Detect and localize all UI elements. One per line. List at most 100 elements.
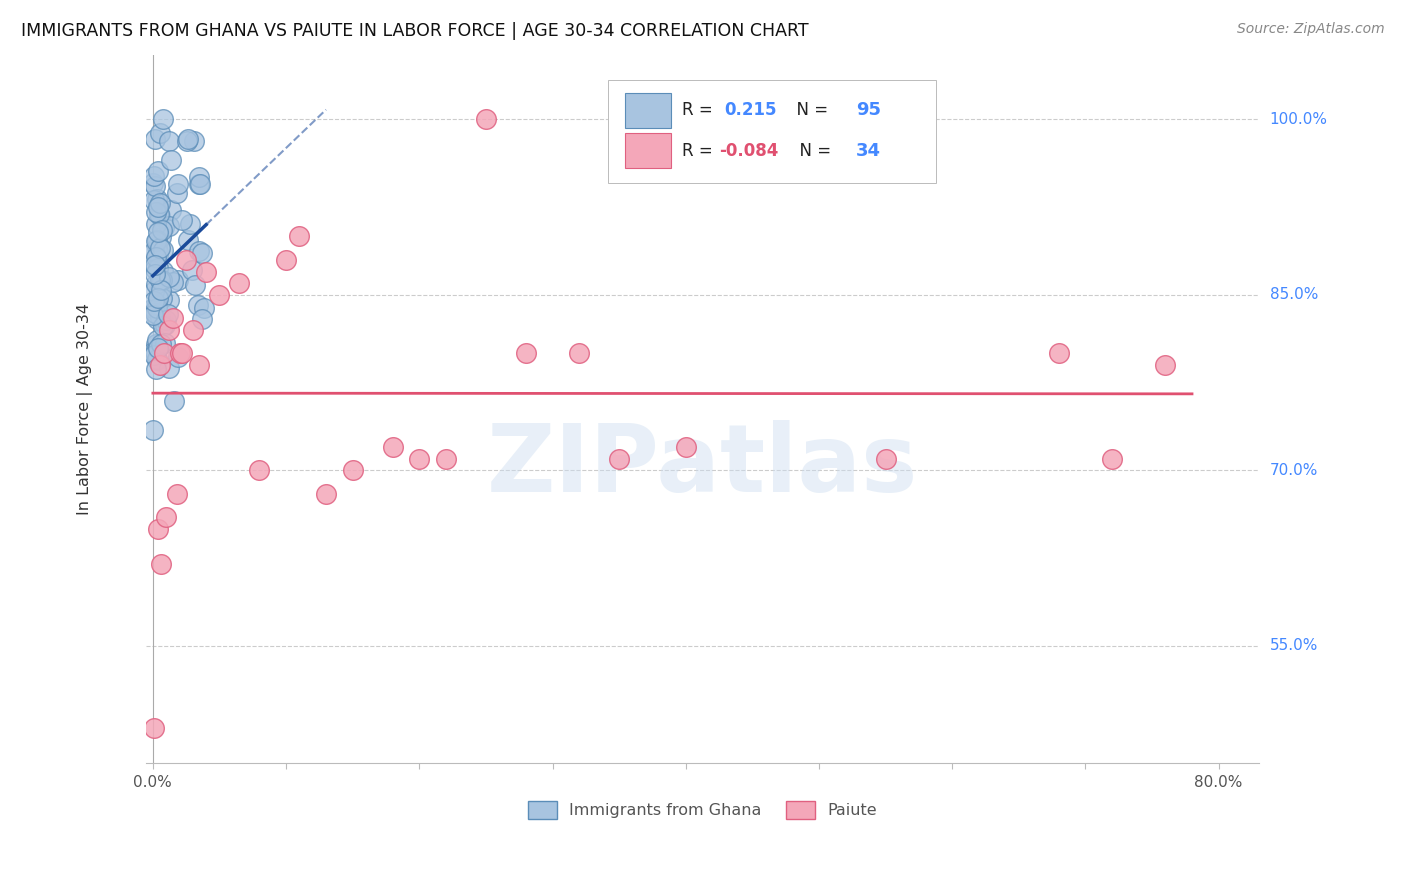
- Point: [157, 219, 180, 233]
- Point: [146, 245, 169, 260]
- Point: [145, 277, 167, 292]
- Point: [150, 272, 173, 286]
- Point: [208, 288, 231, 302]
- Point: [145, 250, 167, 264]
- Point: [195, 264, 218, 278]
- Point: [177, 233, 200, 247]
- Point: [143, 348, 166, 362]
- Point: [146, 200, 169, 214]
- Point: [167, 177, 190, 191]
- Point: [184, 278, 207, 293]
- Point: [191, 312, 214, 326]
- Point: [148, 522, 170, 536]
- Text: N =: N =: [786, 102, 834, 120]
- Point: [149, 241, 172, 255]
- Point: [148, 207, 170, 221]
- Point: [145, 362, 167, 376]
- Point: [146, 192, 169, 206]
- Point: [174, 252, 197, 267]
- Point: [146, 250, 169, 264]
- Point: [274, 252, 297, 267]
- Text: In Labor Force | Age 30-34: In Labor Force | Age 30-34: [77, 303, 93, 515]
- Point: [149, 126, 172, 140]
- Text: Source: ZipAtlas.com: Source: ZipAtlas.com: [1237, 22, 1385, 37]
- Point: [249, 463, 271, 477]
- Text: R =: R =: [682, 142, 718, 160]
- Point: [143, 345, 166, 359]
- Point: [142, 308, 165, 322]
- Point: [188, 244, 211, 258]
- Text: IMMIGRANTS FROM GHANA VS PAIUTE IN LABOR FORCE | AGE 30-34 CORRELATION CHART: IMMIGRANTS FROM GHANA VS PAIUTE IN LABOR…: [21, 22, 808, 40]
- Point: [153, 335, 176, 350]
- Point: [170, 213, 193, 227]
- Point: [152, 244, 174, 258]
- Point: [142, 244, 165, 258]
- Point: [146, 292, 169, 306]
- Point: [408, 451, 430, 466]
- Point: [515, 346, 537, 360]
- Point: [142, 344, 165, 359]
- Text: ZIPatlas: ZIPatlas: [486, 419, 918, 512]
- Point: [152, 318, 174, 333]
- Point: [150, 222, 173, 236]
- Point: [187, 169, 209, 184]
- Point: [875, 451, 897, 466]
- Point: [342, 463, 364, 477]
- Point: [148, 225, 170, 239]
- Point: [146, 301, 169, 315]
- Point: [166, 186, 188, 201]
- Point: [155, 510, 177, 524]
- Point: [157, 361, 180, 376]
- FancyBboxPatch shape: [624, 133, 671, 168]
- Point: [145, 178, 167, 193]
- Point: [142, 301, 165, 316]
- Point: [157, 293, 180, 307]
- Point: [155, 313, 177, 327]
- Point: [149, 310, 172, 325]
- Point: [607, 451, 630, 466]
- Point: [152, 112, 174, 127]
- Point: [169, 346, 191, 360]
- Point: [149, 209, 172, 223]
- Point: [1101, 451, 1123, 466]
- Point: [191, 246, 214, 260]
- Text: 0.215: 0.215: [724, 102, 778, 120]
- Point: [160, 153, 183, 167]
- Point: [145, 312, 167, 326]
- Point: [381, 440, 404, 454]
- Point: [143, 132, 166, 146]
- Point: [146, 352, 169, 367]
- Point: [288, 229, 311, 244]
- Point: [143, 169, 166, 183]
- Point: [187, 178, 209, 192]
- Point: [143, 721, 166, 735]
- Point: [193, 301, 215, 315]
- Point: [150, 291, 173, 305]
- Point: [149, 557, 172, 571]
- Point: [179, 217, 201, 231]
- Point: [188, 358, 211, 372]
- Point: [149, 273, 172, 287]
- Point: [142, 293, 165, 308]
- FancyBboxPatch shape: [624, 93, 671, 128]
- Point: [167, 350, 190, 364]
- Point: [150, 273, 173, 287]
- FancyBboxPatch shape: [607, 80, 936, 183]
- Point: [143, 267, 166, 281]
- Point: [188, 177, 211, 191]
- Point: [143, 262, 166, 277]
- Point: [475, 112, 498, 127]
- Point: [143, 258, 166, 272]
- Point: [157, 307, 180, 321]
- Point: [181, 323, 204, 337]
- Text: 85.0%: 85.0%: [1270, 287, 1317, 302]
- Point: [183, 134, 205, 148]
- Point: [176, 134, 198, 148]
- Point: [157, 134, 180, 148]
- Point: [163, 393, 186, 408]
- Point: [162, 311, 184, 326]
- Point: [145, 336, 167, 351]
- Point: [143, 193, 166, 207]
- Point: [167, 273, 190, 287]
- Point: [186, 298, 208, 312]
